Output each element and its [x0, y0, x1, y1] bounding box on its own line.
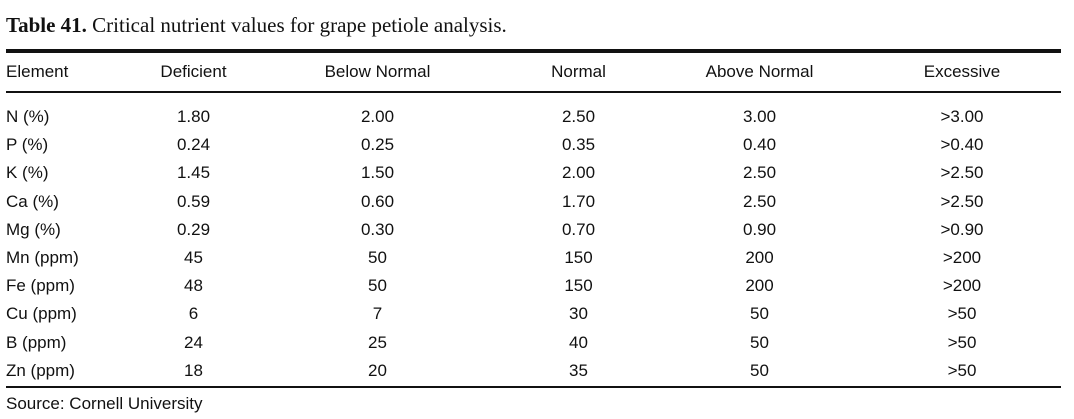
cell-deficient: 24: [184, 332, 203, 352]
table-row: Mn (ppm) 45 50 150 200 >200: [6, 244, 1061, 272]
cell-below-normal: 0.60: [360, 191, 395, 211]
cell-excessive: >200: [942, 276, 982, 296]
cell-deficient: 1.45: [176, 163, 211, 183]
cell-normal: 1.70: [561, 191, 596, 211]
cell-excessive: >50: [947, 332, 977, 352]
table-row: Cu (ppm) 6 7 30 50 >50: [6, 300, 1061, 328]
table-row: K (%) 1.45 1.50 2.00 2.50 >2.50: [6, 159, 1061, 187]
table-row: Mg (%) 0.29 0.30 0.70 0.90 >0.90: [6, 216, 1061, 244]
table-bottom-rule: [6, 386, 1061, 388]
table-row: Ca (%) 0.59 0.60 1.70 2.50 >2.50: [6, 188, 1061, 216]
cell-element: B (ppm): [6, 332, 67, 352]
cell-below-normal: 20: [368, 360, 387, 380]
cell-above-normal: 50: [750, 304, 769, 324]
table-row: Zn (ppm) 18 20 35 50 >50: [6, 357, 1061, 385]
cell-above-normal: 200: [745, 276, 774, 296]
table-row: Fe (ppm) 48 50 150 200 >200: [6, 272, 1061, 300]
cell-excessive: >50: [947, 360, 977, 380]
table-header-rule: [6, 91, 1061, 93]
cell-normal: 150: [564, 276, 593, 296]
cell-element: Fe (ppm): [6, 276, 75, 296]
cell-above-normal: 200: [745, 248, 774, 268]
cell-deficient: 0.59: [176, 191, 211, 211]
cell-deficient: 0.24: [176, 135, 211, 155]
table-row: B (ppm) 24 25 40 50 >50: [6, 329, 1061, 357]
column-header-below-normal: Below Normal: [324, 62, 431, 81]
cell-above-normal: 0.90: [742, 219, 777, 239]
table-top-rule: [6, 49, 1061, 53]
cell-deficient: 1.80: [176, 107, 211, 127]
cell-excessive: >200: [942, 248, 982, 268]
cell-element: Mg (%): [6, 219, 61, 239]
cell-normal: 40: [569, 332, 588, 352]
cell-element: Ca (%): [6, 191, 59, 211]
cell-normal: 150: [564, 248, 593, 268]
column-header-above-normal: Above Normal: [705, 62, 814, 81]
cell-normal: 35: [569, 360, 588, 380]
cell-element: Mn (ppm): [6, 248, 79, 268]
cell-deficient: 48: [184, 276, 203, 296]
cell-above-normal: 50: [750, 360, 769, 380]
table-spacer-row: [6, 91, 1061, 103]
column-header-element: Element: [6, 62, 69, 81]
cell-excessive: >2.50: [940, 191, 984, 211]
cell-excessive: >3.00: [940, 107, 984, 127]
cell-above-normal: 2.50: [742, 191, 777, 211]
cell-above-normal: 3.00: [742, 107, 777, 127]
table-caption-text: Critical nutrient values for grape petio…: [92, 13, 507, 37]
cell-below-normal: 50: [368, 248, 387, 268]
cell-below-normal: 2.00: [360, 107, 395, 127]
cell-below-normal: 1.50: [360, 163, 395, 183]
cell-element: Zn (ppm): [6, 360, 75, 380]
cell-excessive: >50: [947, 304, 977, 324]
cell-above-normal: 2.50: [742, 163, 777, 183]
cell-deficient: 0.29: [176, 219, 211, 239]
cell-excessive: >0.40: [940, 135, 984, 155]
table-row: N (%) 1.80 2.00 2.50 3.00 >3.00: [6, 103, 1061, 131]
cell-element: P (%): [6, 135, 49, 155]
table-caption-label: Table 41.: [6, 13, 87, 37]
cell-above-normal: 0.40: [742, 135, 777, 155]
cell-below-normal: 0.30: [360, 219, 395, 239]
column-header-normal: Normal: [551, 62, 606, 81]
cell-element: K (%): [6, 163, 49, 183]
table-header-row: Element Deficient Below Normal Normal Ab…: [6, 53, 1061, 91]
cell-deficient: 45: [184, 248, 203, 268]
cell-below-normal: 25: [368, 332, 387, 352]
nutrient-table: Element Deficient Below Normal Normal Ab…: [6, 53, 1061, 385]
cell-normal: 0.35: [561, 135, 596, 155]
cell-deficient: 18: [184, 360, 203, 380]
cell-normal: 0.70: [561, 219, 596, 239]
cell-below-normal: 50: [368, 276, 387, 296]
cell-element: Cu (ppm): [6, 304, 77, 324]
cell-below-normal: 0.25: [360, 135, 395, 155]
cell-normal: 2.50: [561, 107, 596, 127]
cell-excessive: >0.90: [940, 219, 984, 239]
column-header-excessive: Excessive: [923, 62, 1001, 81]
cell-element: N (%): [6, 107, 50, 127]
cell-deficient: 6: [188, 304, 199, 324]
cell-normal: 2.00: [561, 163, 596, 183]
column-header-deficient: Deficient: [160, 62, 227, 81]
table-caption: Table 41. Critical nutrient values for g…: [6, 12, 507, 38]
cell-excessive: >2.50: [940, 163, 984, 183]
cell-below-normal: 7: [372, 304, 383, 324]
table-row: P (%) 0.24 0.25 0.35 0.40 >0.40: [6, 131, 1061, 159]
cell-above-normal: 50: [750, 332, 769, 352]
source-note: Source: Cornell University: [6, 394, 203, 413]
cell-normal: 30: [569, 304, 588, 324]
